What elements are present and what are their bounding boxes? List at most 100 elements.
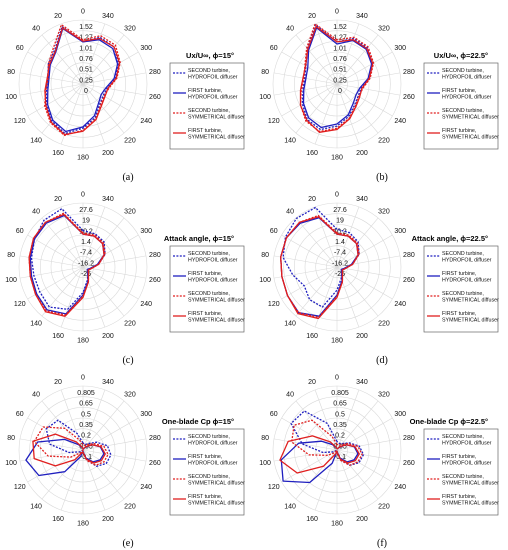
grid-spoke — [336, 83, 393, 117]
angle-tick-label: 80 — [261, 69, 269, 76]
legend-label: SYMMETRICAL diffuser — [188, 298, 245, 304]
grid-spoke — [281, 266, 338, 300]
angle-tick-label: 40 — [32, 392, 40, 399]
series-line — [302, 27, 373, 129]
legend-label: HYDROFOIL diffuser — [442, 461, 492, 467]
radial-tick-label: 1.27 — [79, 35, 93, 42]
angle-tick-label: 160 — [306, 516, 318, 523]
legend-label: FIRST turbine, — [188, 311, 222, 317]
angle-tick-label: 140 — [30, 320, 42, 327]
angle-tick-label: 120 — [14, 301, 26, 308]
legend-label: FIRST turbine, — [442, 494, 476, 500]
legend-label: FIRST turbine, — [188, 494, 222, 500]
grid-spoke — [336, 83, 401, 96]
radial-tick-label: 0.35 — [333, 422, 347, 429]
legend-label: SYMMETRICAL diffuser — [188, 115, 245, 121]
grid-spoke — [82, 23, 106, 85]
grid-spoke — [82, 449, 125, 500]
angle-tick-label: 20 — [308, 13, 316, 20]
legend-label: SYMMETRICAL diffuser — [188, 135, 245, 141]
legend-label: HYDROFOIL diffuser — [188, 441, 238, 447]
panel-title: One-blade Cp ϕ=22.5° — [410, 417, 488, 426]
grid-spoke — [295, 266, 338, 317]
angle-tick-label: 40 — [286, 392, 294, 399]
angle-tick-label: 100 — [259, 94, 271, 101]
angle-tick-label: 120 — [268, 301, 280, 308]
grid-spoke — [41, 217, 84, 268]
grid-spoke — [295, 449, 338, 500]
legend-label: SYMMETRICAL diffuser — [442, 115, 499, 121]
grid-spoke — [60, 23, 84, 85]
angle-tick-label: 100 — [5, 94, 17, 101]
radial-tick-label: 27.6 — [333, 207, 347, 214]
panel-title: One-blade Cp ϕ=15° — [162, 417, 234, 426]
grid-spoke — [273, 438, 338, 451]
radial-tick-label: 1.01 — [79, 45, 93, 52]
legend-box — [423, 245, 499, 333]
polar-chart-d: 0 20 40 60 80 100 120 140 160 180 200 220 240 260 280 3… — [259, 192, 499, 367]
angle-tick-label: 240 — [394, 484, 406, 491]
polar-chart-c: 0 20 40 60 80 100 120 140 160 180 200 220 240 260 280 3… — [5, 192, 245, 367]
angle-tick-label: 160 — [306, 150, 318, 157]
angle-tick-label: 60 — [16, 411, 24, 418]
legend-label: HYDROFOIL diffuser — [188, 258, 238, 264]
angle-tick-label: 140 — [284, 137, 296, 144]
angle-tick-label: 300 — [394, 45, 406, 52]
angle-tick-label: 60 — [270, 228, 278, 235]
angle-tick-label: 160 — [52, 333, 64, 340]
angle-tick-label: 0 — [335, 375, 339, 382]
panel-a: 0 20 40 60 80 100 120 140 160 180 200 220 240 260 280 3… — [0, 0, 254, 184]
grid-spoke — [82, 400, 125, 451]
radial-tick-label: 19 — [82, 218, 90, 225]
grid-spoke — [336, 266, 393, 300]
angle-tick-label: 60 — [16, 45, 24, 52]
grid-spoke — [60, 449, 84, 511]
panel-title: Attack angle, ϕ=15° — [164, 234, 234, 243]
radial-tick-label: 27.6 — [79, 207, 93, 214]
legend-label: SYMMETRICAL diffuser — [442, 318, 499, 324]
radial-tick-label: 1.27 — [333, 35, 347, 42]
angle-tick-label: 180 — [331, 155, 343, 162]
angle-tick-label: 100 — [259, 277, 271, 284]
legend-label: HYDROFOIL diffuser — [188, 75, 238, 81]
legend-label: HYDROFOIL diffuser — [442, 258, 492, 264]
angle-tick-label: 260 — [403, 277, 415, 284]
grid-spoke — [82, 83, 106, 145]
radial-tick-label: 0.805 — [331, 390, 349, 397]
subfigure-label: (b) — [376, 172, 388, 183]
angle-tick-label: 240 — [394, 301, 406, 308]
angle-tick-label: 40 — [32, 209, 40, 216]
angle-tick-label: 20 — [308, 196, 316, 203]
radial-tick-label: -16.2 — [332, 260, 348, 267]
angle-tick-label: 200 — [102, 150, 114, 157]
legend-label: SYMMETRICAL diffuser — [188, 501, 245, 507]
radial-tick-label: 0.2 — [81, 433, 91, 440]
grid-spoke — [336, 206, 360, 268]
grid-spoke — [82, 266, 125, 317]
grid-spoke — [273, 255, 338, 268]
panel-title: Ux/U∞, ϕ=15° — [186, 51, 234, 60]
angle-tick-label: 160 — [52, 516, 64, 523]
radial-tick-label: 0.25 — [79, 77, 93, 84]
angle-tick-label: 260 — [403, 460, 415, 467]
grid-spoke — [314, 23, 338, 85]
angle-tick-label: 120 — [14, 484, 26, 491]
radial-tick-label: 0.5 — [335, 411, 345, 418]
legend-box — [169, 62, 245, 150]
angle-tick-label: 240 — [140, 484, 152, 491]
subfigure-label: (d) — [376, 355, 388, 366]
grid-spoke — [336, 449, 379, 500]
angle-tick-label: 200 — [102, 333, 114, 340]
panel-c: 0 20 40 60 80 100 120 140 160 180 200 220 240 260 280 3… — [0, 183, 254, 367]
angle-tick-label: 60 — [270, 45, 278, 52]
angle-tick-label: 300 — [140, 228, 152, 235]
angle-tick-label: 80 — [7, 69, 15, 76]
legend-label: SECOND turbine, — [442, 291, 484, 297]
grid-spoke — [281, 83, 338, 117]
angle-tick-label: 280 — [403, 435, 415, 442]
legend-label: SECOND turbine, — [188, 251, 230, 257]
grid-spoke — [82, 83, 125, 134]
grid-spoke — [82, 449, 139, 483]
legend-label: SECOND turbine, — [442, 108, 484, 114]
angle-tick-label: 340 — [356, 13, 368, 20]
